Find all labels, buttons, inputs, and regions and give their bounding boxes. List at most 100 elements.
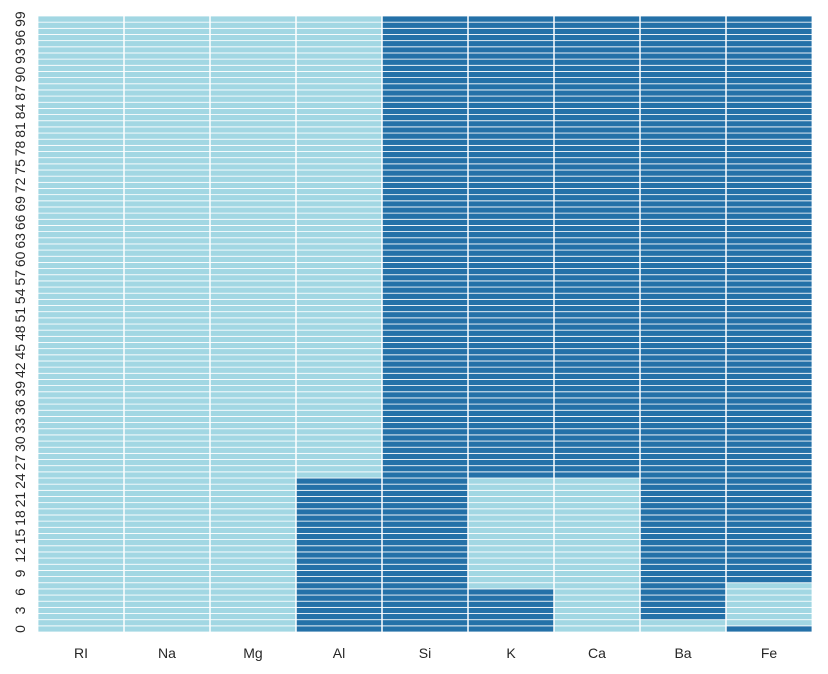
- heatmap-cell-Mg-6: [209, 588, 297, 596]
- heatmap-cell-Ca-82: [553, 120, 641, 128]
- heatmap-cell-Na-52: [123, 305, 211, 313]
- heatmap-cell-Ca-94: [553, 46, 641, 54]
- heatmap-cell-RI-46: [37, 342, 125, 350]
- heatmap-cell-Si-7: [381, 582, 469, 590]
- heatmap-cell-Ca-64: [553, 231, 641, 239]
- heatmap-cell-Mg-67: [209, 212, 297, 220]
- heatmap-cell-Al-75: [295, 163, 383, 171]
- heatmap-cell-Mg-95: [209, 40, 297, 48]
- heatmap-cell-Ca-26: [553, 465, 641, 473]
- heatmap-cell-Ca-24: [553, 477, 641, 485]
- heatmap-cell-Ca-39: [553, 385, 641, 393]
- heatmap-cell-Mg-13: [209, 545, 297, 553]
- heatmap-cell-Fe-17: [725, 520, 813, 528]
- heatmap-cell-Si-95: [381, 40, 469, 48]
- heatmap-cell-Ba-28: [639, 452, 727, 460]
- heatmap-cell-RI-91: [37, 64, 125, 72]
- heatmap-cell-Mg-47: [209, 335, 297, 343]
- heatmap-cell-Ba-7: [639, 582, 727, 590]
- heatmap-cell-Na-76: [123, 157, 211, 165]
- heatmap-cell-Ca-54: [553, 292, 641, 300]
- heatmap-cell-Al-17: [295, 520, 383, 528]
- heatmap-cell-Ca-89: [553, 77, 641, 85]
- heatmap-cell-Si-22: [381, 489, 469, 497]
- heatmap-cell-K-98: [467, 21, 555, 29]
- heatmap-cell-Al-12: [295, 551, 383, 559]
- heatmap-cell-Ba-51: [639, 311, 727, 319]
- heatmap-cell-Ca-37: [553, 397, 641, 405]
- heatmap-cell-Al-44: [295, 354, 383, 362]
- heatmap-cell-Si-89: [381, 77, 469, 85]
- heatmap-cell-Fe-3: [725, 606, 813, 614]
- heatmap-cell-Ba-95: [639, 40, 727, 48]
- heatmap-cell-Al-62: [295, 243, 383, 251]
- heatmap-cell-Ca-7: [553, 582, 641, 590]
- heatmap-cell-Fe-30: [725, 440, 813, 448]
- heatmap-cell-RI-35: [37, 409, 125, 417]
- y-tick-label-0: 0: [12, 625, 28, 633]
- heatmap-cell-Mg-34: [209, 415, 297, 423]
- heatmap-cell-Fe-47: [725, 335, 813, 343]
- heatmap-cell-Ba-99: [639, 15, 727, 23]
- heatmap-cell-Ba-70: [639, 194, 727, 202]
- heatmap-cell-K-24: [467, 477, 555, 485]
- heatmap-cell-Ca-43: [553, 360, 641, 368]
- heatmap-cell-K-6: [467, 588, 555, 596]
- heatmap-cell-K-49: [467, 323, 555, 331]
- heatmap-cell-K-71: [467, 188, 555, 196]
- heatmap-cell-RI-75: [37, 163, 125, 171]
- heatmap-cell-Ca-14: [553, 539, 641, 547]
- heatmap-cell-Ba-98: [639, 21, 727, 29]
- heatmap-cell-Al-63: [295, 237, 383, 245]
- heatmap-cell-K-25: [467, 471, 555, 479]
- heatmap-cell-Mg-65: [209, 225, 297, 233]
- heatmap-cell-K-75: [467, 163, 555, 171]
- heatmap-cell-Al-64: [295, 231, 383, 239]
- heatmap-cell-Al-66: [295, 218, 383, 226]
- heatmap-cell-Ca-23: [553, 483, 641, 491]
- heatmap-cell-Na-87: [123, 89, 211, 97]
- heatmap-cell-Mg-20: [209, 502, 297, 510]
- heatmap-cell-Na-41: [123, 372, 211, 380]
- heatmap-cell-Fe-57: [725, 274, 813, 282]
- heatmap-cell-Na-65: [123, 225, 211, 233]
- heatmap-cell-Al-41: [295, 372, 383, 380]
- heatmap-cell-Fe-69: [725, 200, 813, 208]
- heatmap-cell-Fe-82: [725, 120, 813, 128]
- heatmap-cell-Fe-41: [725, 372, 813, 380]
- heatmap-cell-RI-88: [37, 83, 125, 91]
- heatmap-cell-Si-28: [381, 452, 469, 460]
- heatmap-cell-Si-58: [381, 268, 469, 276]
- heatmap-cell-Na-35: [123, 409, 211, 417]
- heatmap-cell-Na-85: [123, 101, 211, 109]
- heatmap-cell-Si-83: [381, 114, 469, 122]
- heatmap-cell-Na-48: [123, 329, 211, 337]
- heatmap-cell-K-30: [467, 440, 555, 448]
- heatmap-cell-Si-99: [381, 15, 469, 23]
- heatmap-cell-Mg-46: [209, 342, 297, 350]
- heatmap-cell-Al-72: [295, 181, 383, 189]
- heatmap-cell-Ca-48: [553, 329, 641, 337]
- heatmap-cell-Na-68: [123, 206, 211, 214]
- heatmap-cell-Al-30: [295, 440, 383, 448]
- heatmap-cell-Si-68: [381, 206, 469, 214]
- heatmap-cell-Fe-31: [725, 434, 813, 442]
- heatmap-cell-RI-72: [37, 181, 125, 189]
- heatmap-cell-Si-90: [381, 71, 469, 79]
- heatmap-cell-K-13: [467, 545, 555, 553]
- heatmap-cell-Mg-15: [209, 533, 297, 541]
- heatmap-cell-Mg-91: [209, 64, 297, 72]
- heatmap-cell-Ca-92: [553, 58, 641, 66]
- heatmap-cell-Na-30: [123, 440, 211, 448]
- heatmap-cell-Na-27: [123, 459, 211, 467]
- heatmap-cell-Al-37: [295, 397, 383, 405]
- heatmap-cell-K-73: [467, 175, 555, 183]
- heatmap-cell-Ca-57: [553, 274, 641, 282]
- heatmap-cell-Na-4: [123, 600, 211, 608]
- y-tick-label-15: 15: [12, 529, 28, 545]
- heatmap-cell-Mg-86: [209, 95, 297, 103]
- heatmap-cell-Na-21: [123, 496, 211, 504]
- heatmap-cell-K-42: [467, 366, 555, 374]
- heatmap-cell-Mg-75: [209, 163, 297, 171]
- heatmap-cell-RI-79: [37, 138, 125, 146]
